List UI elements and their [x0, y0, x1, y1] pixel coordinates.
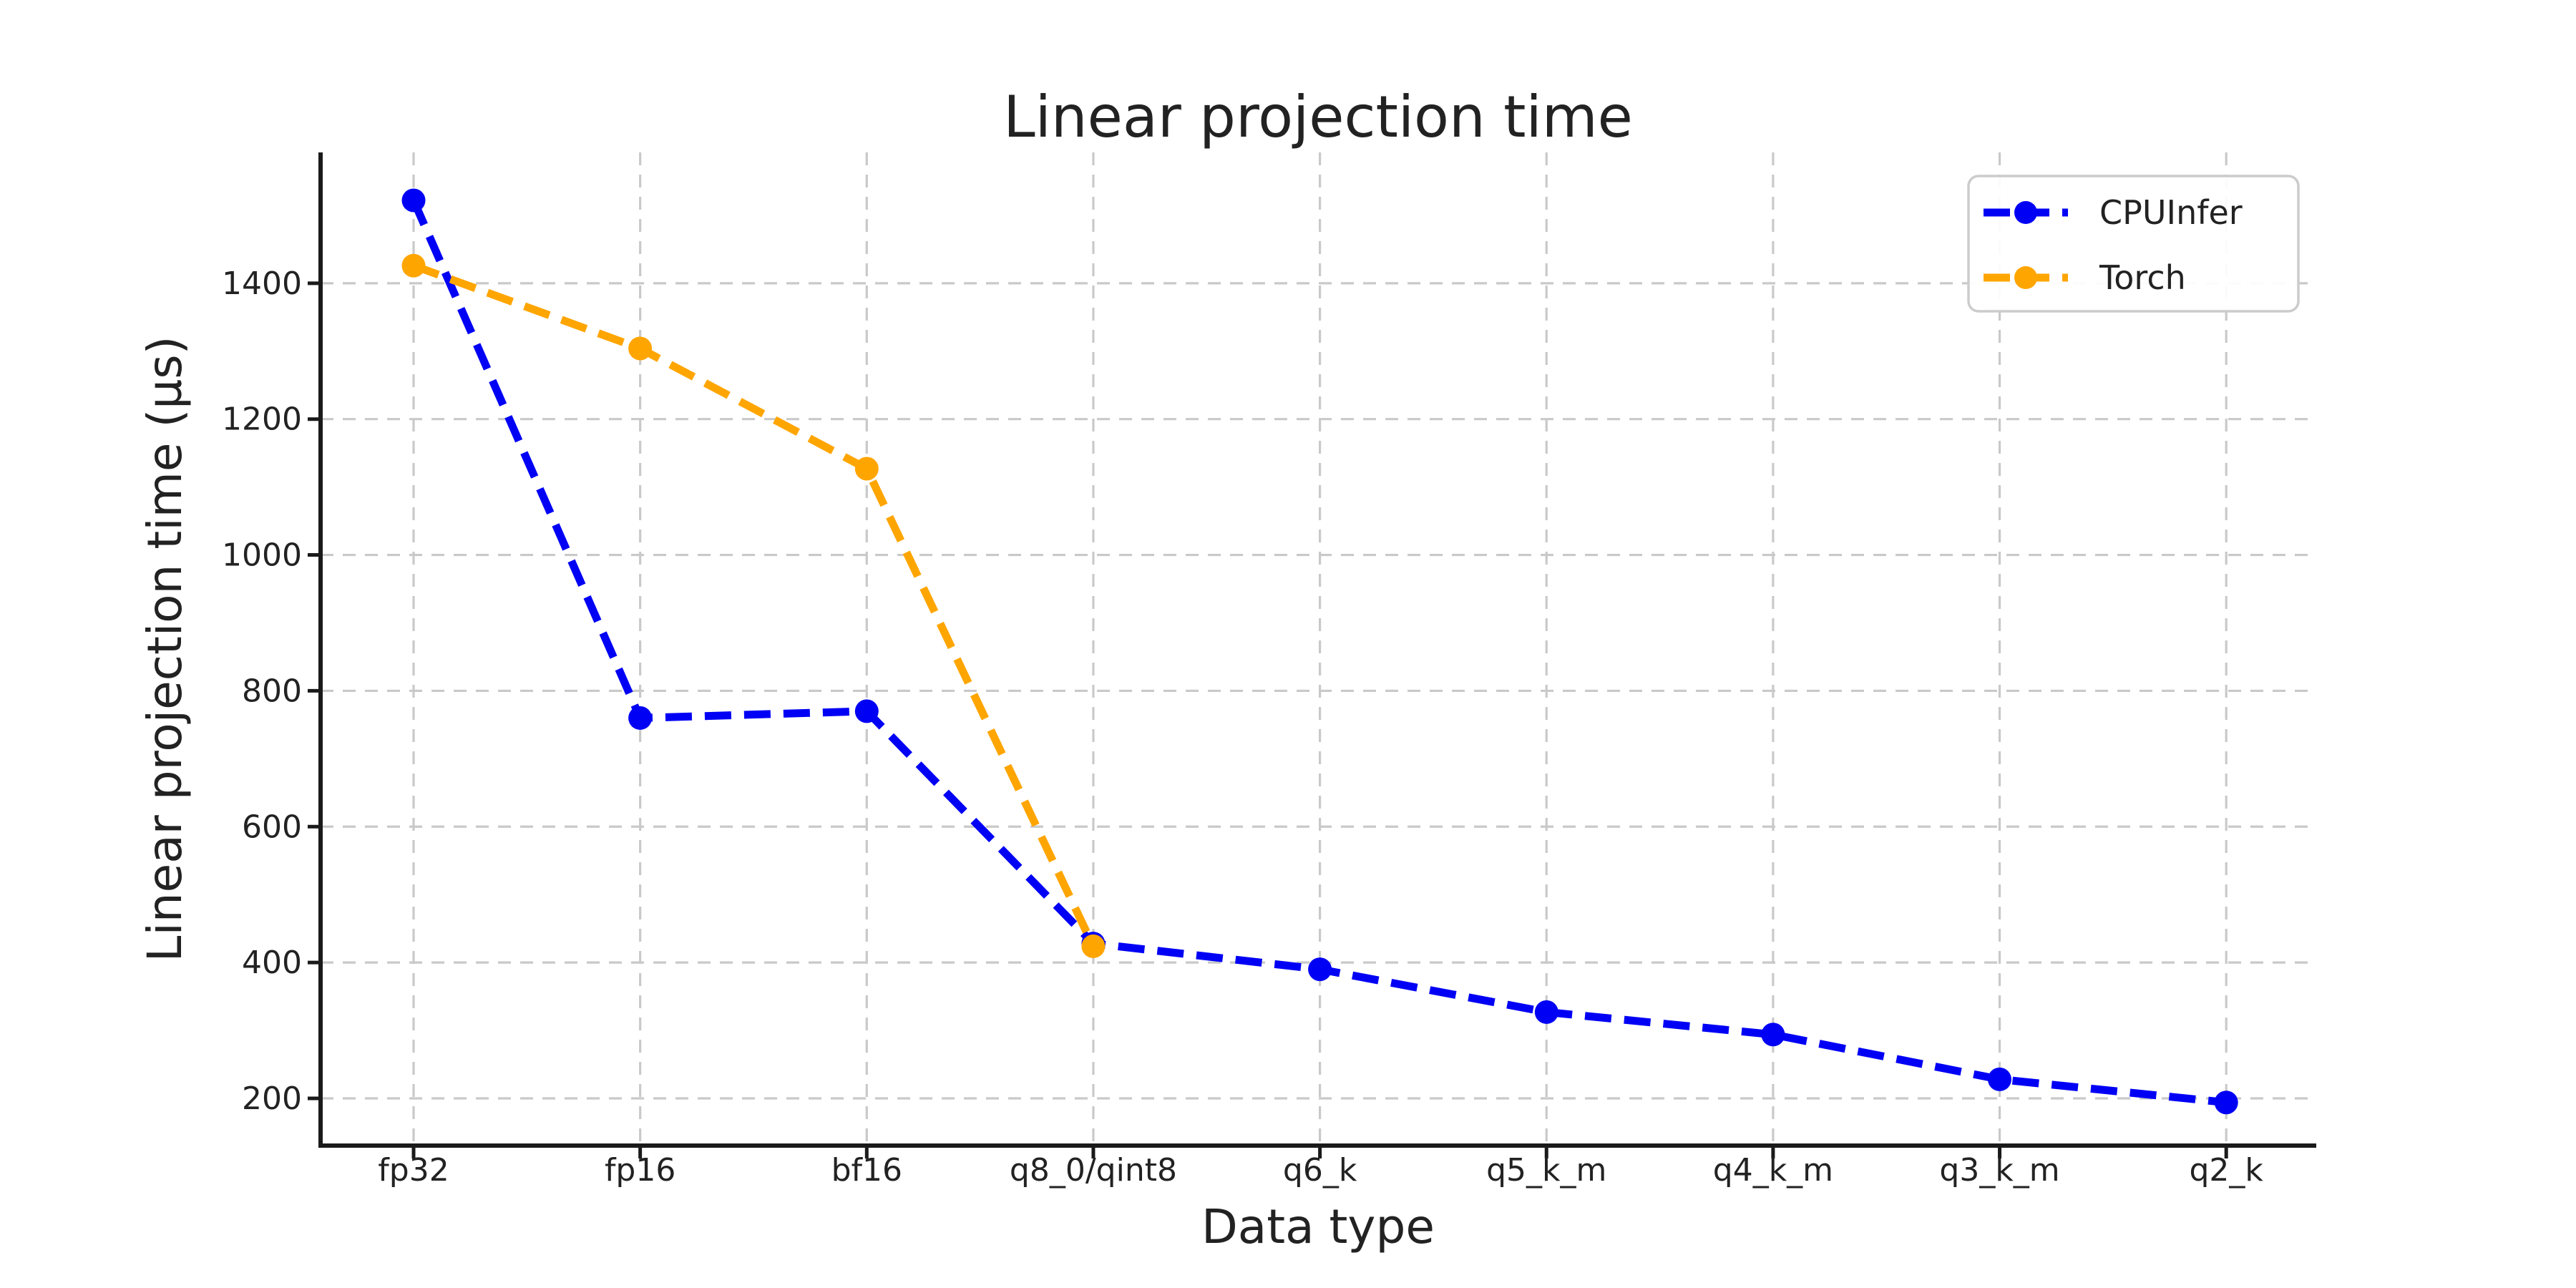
axis-layer — [308, 152, 2316, 1158]
y-tick-label: 1000 — [222, 537, 302, 574]
legend-item-cpuinfer: CPUInfer — [1984, 193, 2243, 232]
legend-label-cpuinfer: CPUInfer — [2099, 193, 2243, 232]
x-tick-label: q8_0/qint8 — [1010, 1152, 1177, 1189]
y-tick-label: 200 — [242, 1080, 302, 1117]
data-point-marker-cpuinfer — [628, 706, 653, 730]
data-point-marker-cpuinfer — [854, 699, 879, 723]
grid-layer — [321, 152, 2316, 1146]
y-axis-label: Linear projection time (µs) — [137, 336, 192, 962]
data-point-marker-cpuinfer — [1534, 1000, 1558, 1024]
legend-item-torch: Torch — [1984, 258, 2186, 297]
x-tick-label: q3_k_m — [1939, 1152, 2059, 1189]
data-point-marker-cpuinfer — [1761, 1023, 1785, 1047]
x-tick-label: q5_k_m — [1486, 1152, 1606, 1189]
data-point-marker-torch — [1081, 934, 1106, 958]
data-point-marker-torch — [401, 253, 426, 278]
legend-marker-cpuinfer — [2014, 201, 2037, 224]
y-tick-label: 1200 — [222, 401, 302, 438]
y-tick-label: 1400 — [222, 265, 302, 302]
legend-marker-torch — [2014, 266, 2037, 289]
data-point-marker-torch — [854, 457, 879, 481]
x-tick-label: q6_k — [1283, 1152, 1357, 1189]
data-point-marker-cpuinfer — [401, 188, 426, 213]
series-layer — [401, 188, 2238, 1115]
x-axis-label: Data type — [1201, 1199, 1435, 1254]
legend-label-torch: Torch — [2099, 258, 2186, 297]
x-tick-label: bf16 — [831, 1152, 902, 1189]
x-tick-label: q2_k — [2189, 1152, 2263, 1189]
x-tick-label: fp16 — [605, 1152, 675, 1189]
x-tick-label: fp32 — [378, 1152, 449, 1189]
data-point-marker-cpuinfer — [2214, 1091, 2238, 1115]
chart-title: Linear projection time — [1003, 84, 1633, 150]
legend: CPUInfer Torch — [1967, 175, 2300, 313]
y-tick-label: 600 — [242, 809, 302, 845]
data-point-marker-cpuinfer — [1308, 957, 1332, 982]
series-line-torch — [412, 262, 1097, 948]
data-point-marker-cpuinfer — [1988, 1067, 2011, 1091]
tick-label-layer: 200 400 600 800 1000 1200 1400 fp32 fp16 bf16 q8_0… — [222, 265, 2263, 1189]
y-tick-label: 400 — [242, 945, 302, 981]
x-tick-label: q4_k_m — [1713, 1152, 1833, 1189]
y-tick-label: 800 — [242, 673, 302, 709]
data-point-marker-torch — [628, 336, 653, 361]
legend-box — [1967, 175, 2300, 313]
